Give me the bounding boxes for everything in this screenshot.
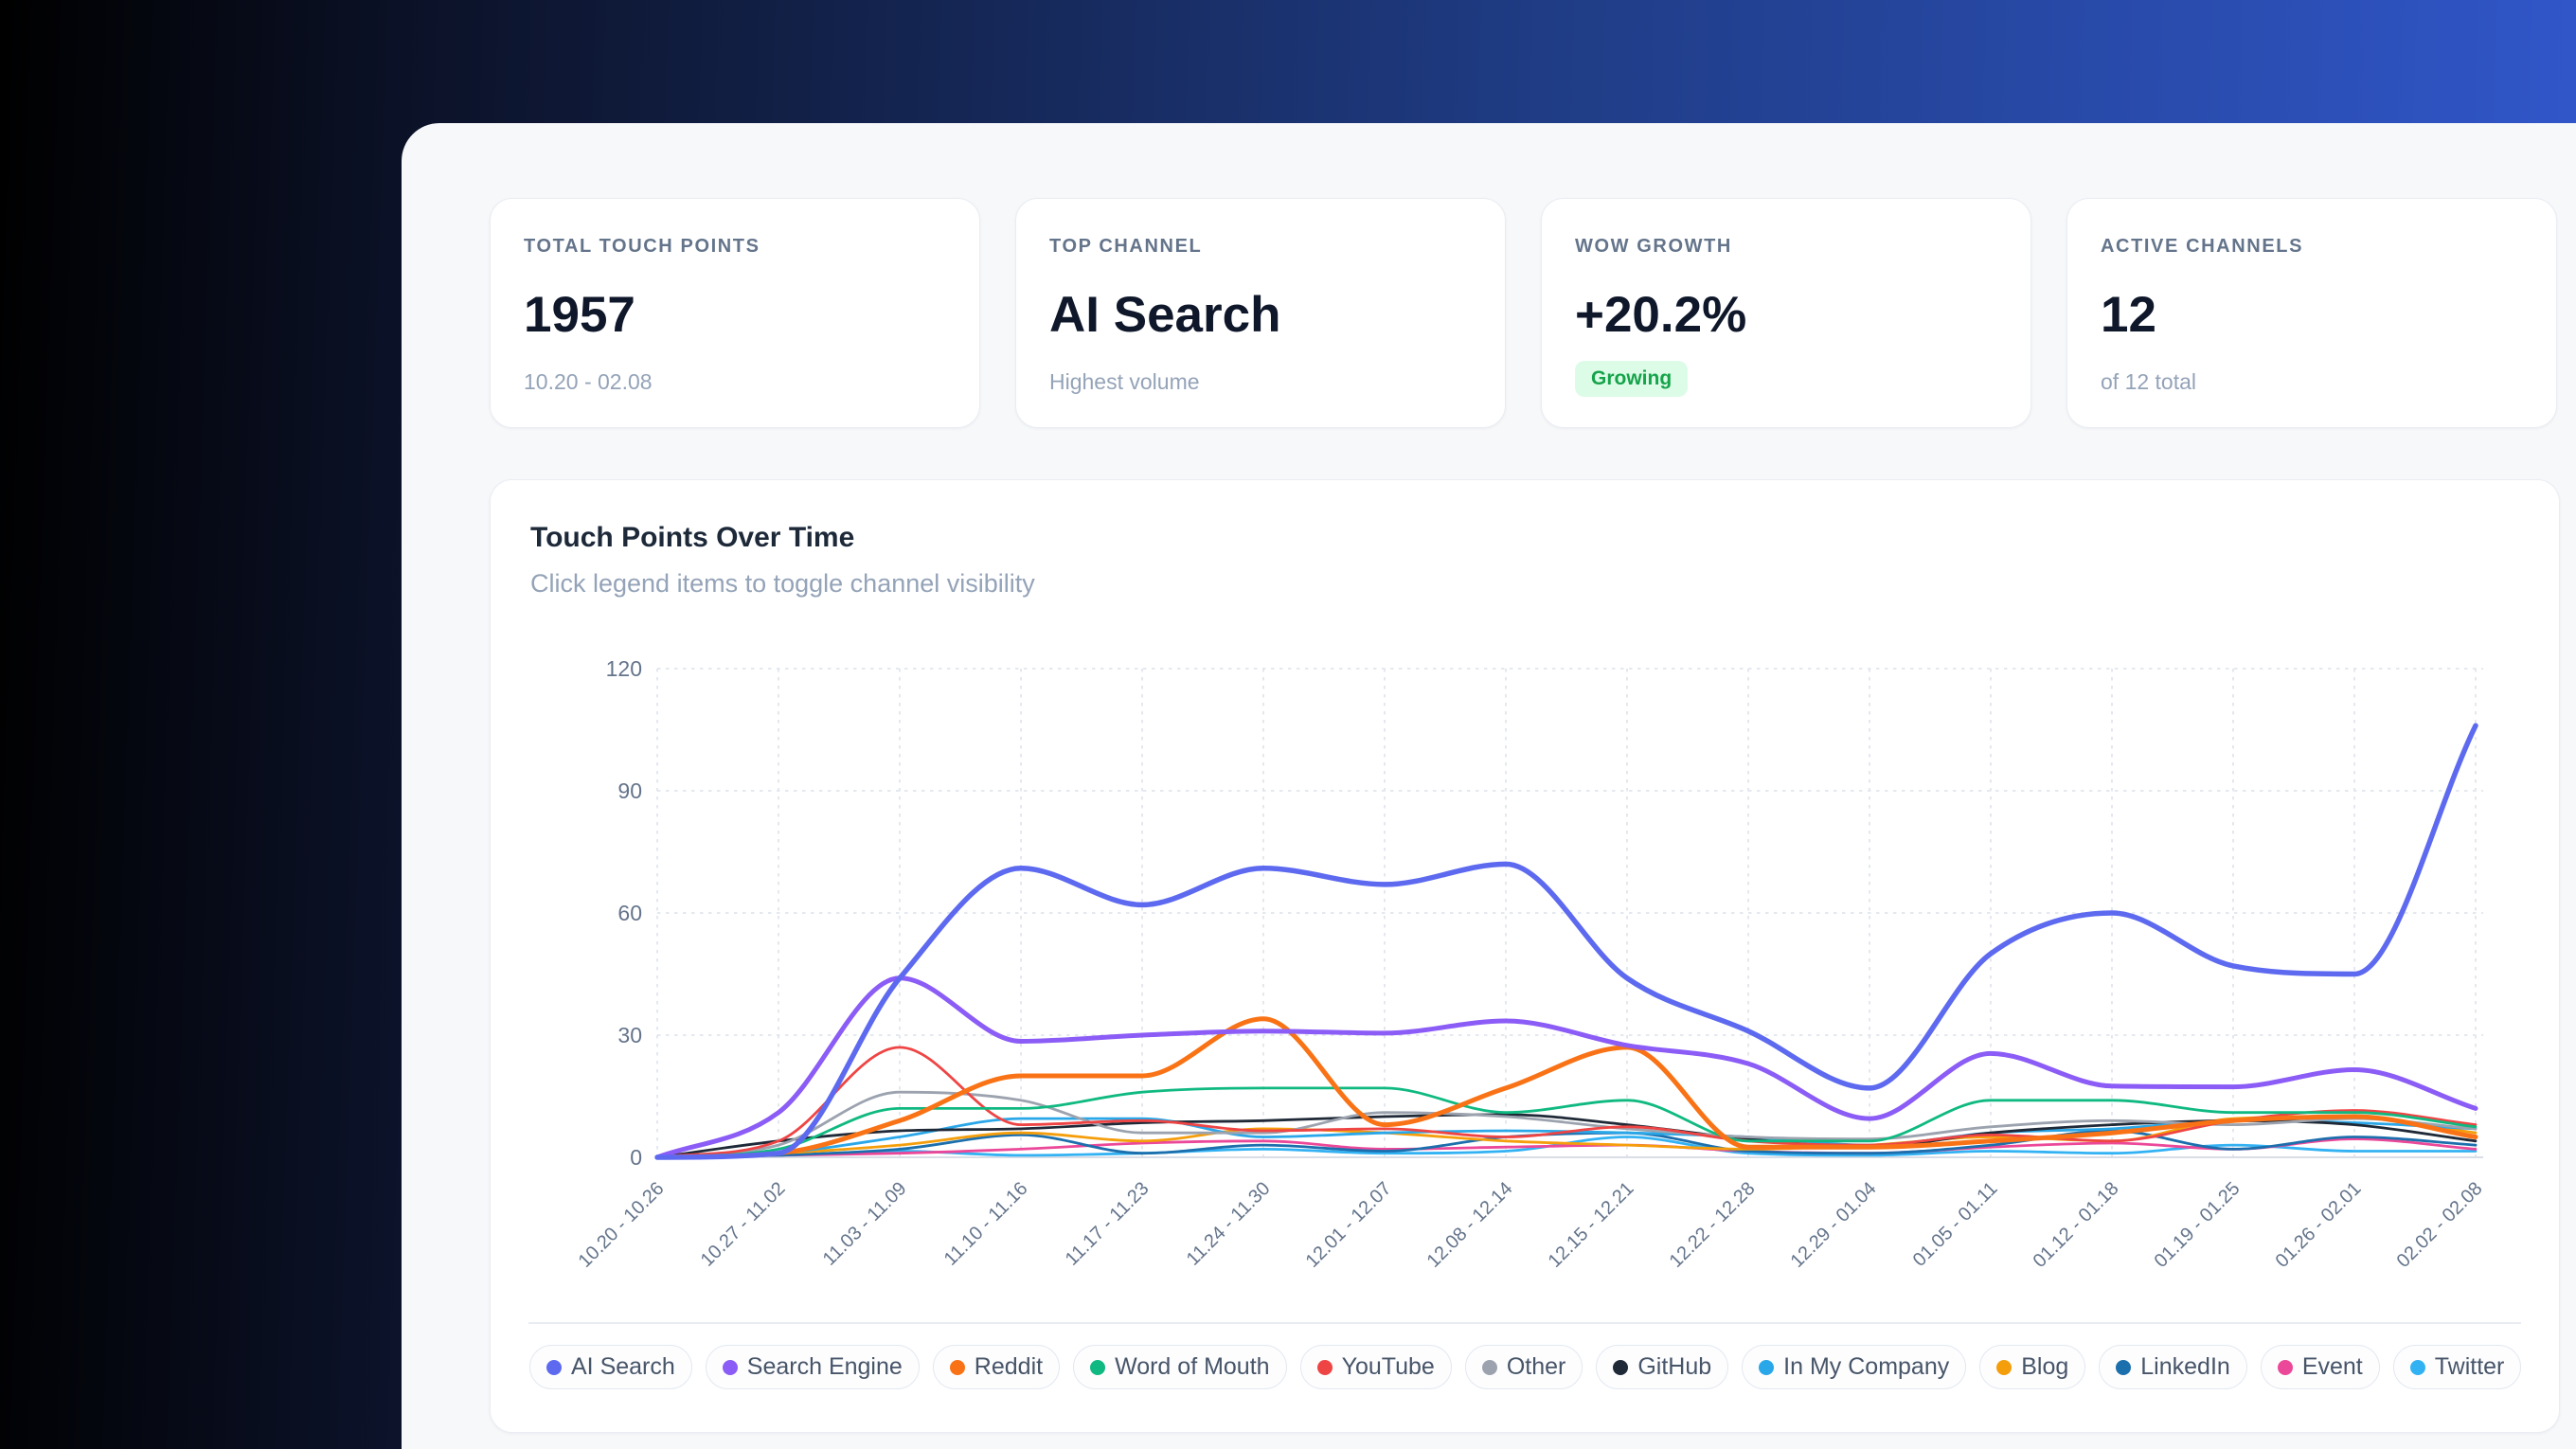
svg-text:11.03 - 11.09: 11.03 - 11.09: [819, 1178, 911, 1270]
svg-text:01.12 - 01.18: 01.12 - 01.18: [2030, 1178, 2123, 1272]
svg-text:11.17 - 11.23: 11.17 - 11.23: [1062, 1178, 1154, 1270]
svg-text:60: 60: [617, 901, 642, 925]
svg-text:30: 30: [617, 1023, 642, 1047]
svg-text:02.02 - 02.08: 02.02 - 02.08: [2393, 1178, 2487, 1272]
svg-text:12.15 - 12.21: 12.15 - 12.21: [1545, 1178, 1638, 1272]
svg-text:90: 90: [617, 778, 642, 803]
svg-text:11.24 - 11.30: 11.24 - 11.30: [1183, 1178, 1275, 1270]
svg-text:12.08 - 12.14: 12.08 - 12.14: [1423, 1178, 1517, 1272]
svg-text:12.29 - 01.04: 12.29 - 01.04: [1787, 1178, 1881, 1272]
svg-text:10.20 - 10.26: 10.20 - 10.26: [575, 1178, 669, 1272]
svg-text:12.22 - 12.28: 12.22 - 12.28: [1666, 1178, 1760, 1272]
svg-text:12.01 - 12.07: 12.01 - 12.07: [1302, 1178, 1396, 1272]
svg-text:0: 0: [630, 1145, 642, 1170]
svg-text:10.27 - 11.02: 10.27 - 11.02: [697, 1178, 790, 1271]
svg-text:11.10 - 11.16: 11.10 - 11.16: [940, 1178, 1032, 1270]
svg-text:01.26 - 02.01: 01.26 - 02.01: [2272, 1178, 2366, 1272]
svg-text:01.19 - 01.25: 01.19 - 01.25: [2151, 1178, 2245, 1272]
svg-text:120: 120: [606, 656, 642, 681]
svg-text:01.05 - 01.11: 01.05 - 01.11: [1909, 1178, 2002, 1271]
